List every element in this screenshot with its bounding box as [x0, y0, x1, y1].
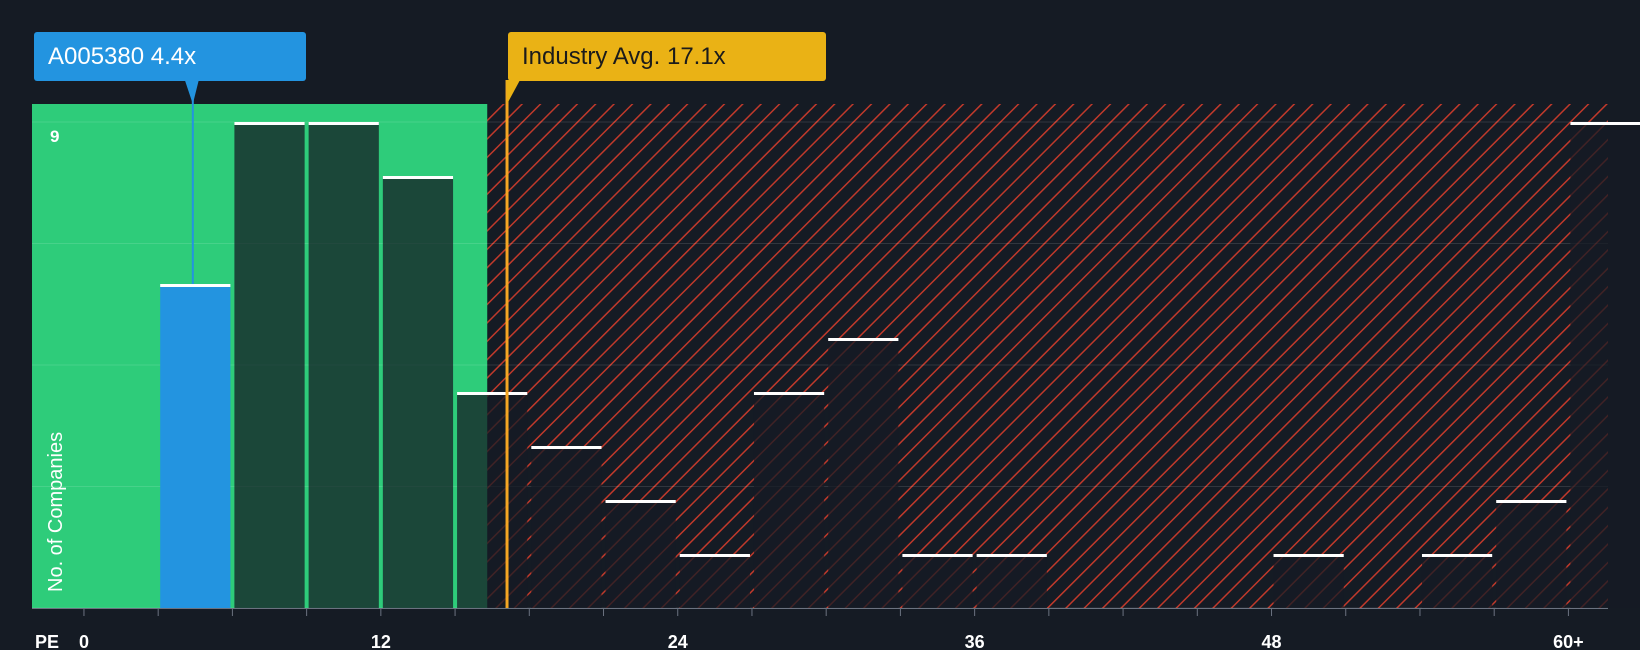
histogram-bar — [828, 338, 899, 608]
histogram-bar — [902, 554, 973, 608]
histogram-bar — [1496, 500, 1567, 608]
histogram-bar — [308, 122, 379, 608]
x-axis-label: PE — [35, 632, 59, 650]
histogram-bar — [1570, 122, 1640, 608]
industry-average-label: Industry Avg. 17.1x — [522, 42, 726, 70]
industry-callout-pointer — [506, 80, 521, 104]
histogram-bar — [1421, 554, 1493, 608]
x-tick-label: 60+ — [1553, 632, 1584, 650]
histogram-bar — [234, 122, 305, 608]
histogram-bar — [1273, 554, 1344, 608]
company-callout-pointer — [184, 80, 199, 104]
company-pe-callout: A005380 4.4x — [34, 32, 306, 81]
histogram-bar — [753, 392, 825, 608]
company-pe-label: A005380 4.4x — [48, 42, 197, 70]
x-tick-label: 36 — [965, 632, 985, 650]
x-tick-label: 24 — [668, 632, 688, 650]
y-axis-label: No. of Companies — [45, 432, 67, 592]
histogram-bar — [976, 554, 1047, 608]
x-tick-label: 0 — [79, 632, 89, 650]
company-bar — [160, 284, 231, 608]
x-tick-label: 48 — [1262, 632, 1282, 650]
histogram-bar — [457, 392, 528, 608]
histogram-bar — [531, 446, 602, 608]
histogram-bar — [679, 554, 750, 608]
histogram-bar — [382, 176, 454, 608]
x-tick-label: 12 — [371, 632, 391, 650]
y-tick-label-9: 9 — [50, 127, 59, 146]
industry-average-callout: Industry Avg. 17.1x — [508, 32, 826, 81]
histogram-bar — [605, 500, 676, 608]
